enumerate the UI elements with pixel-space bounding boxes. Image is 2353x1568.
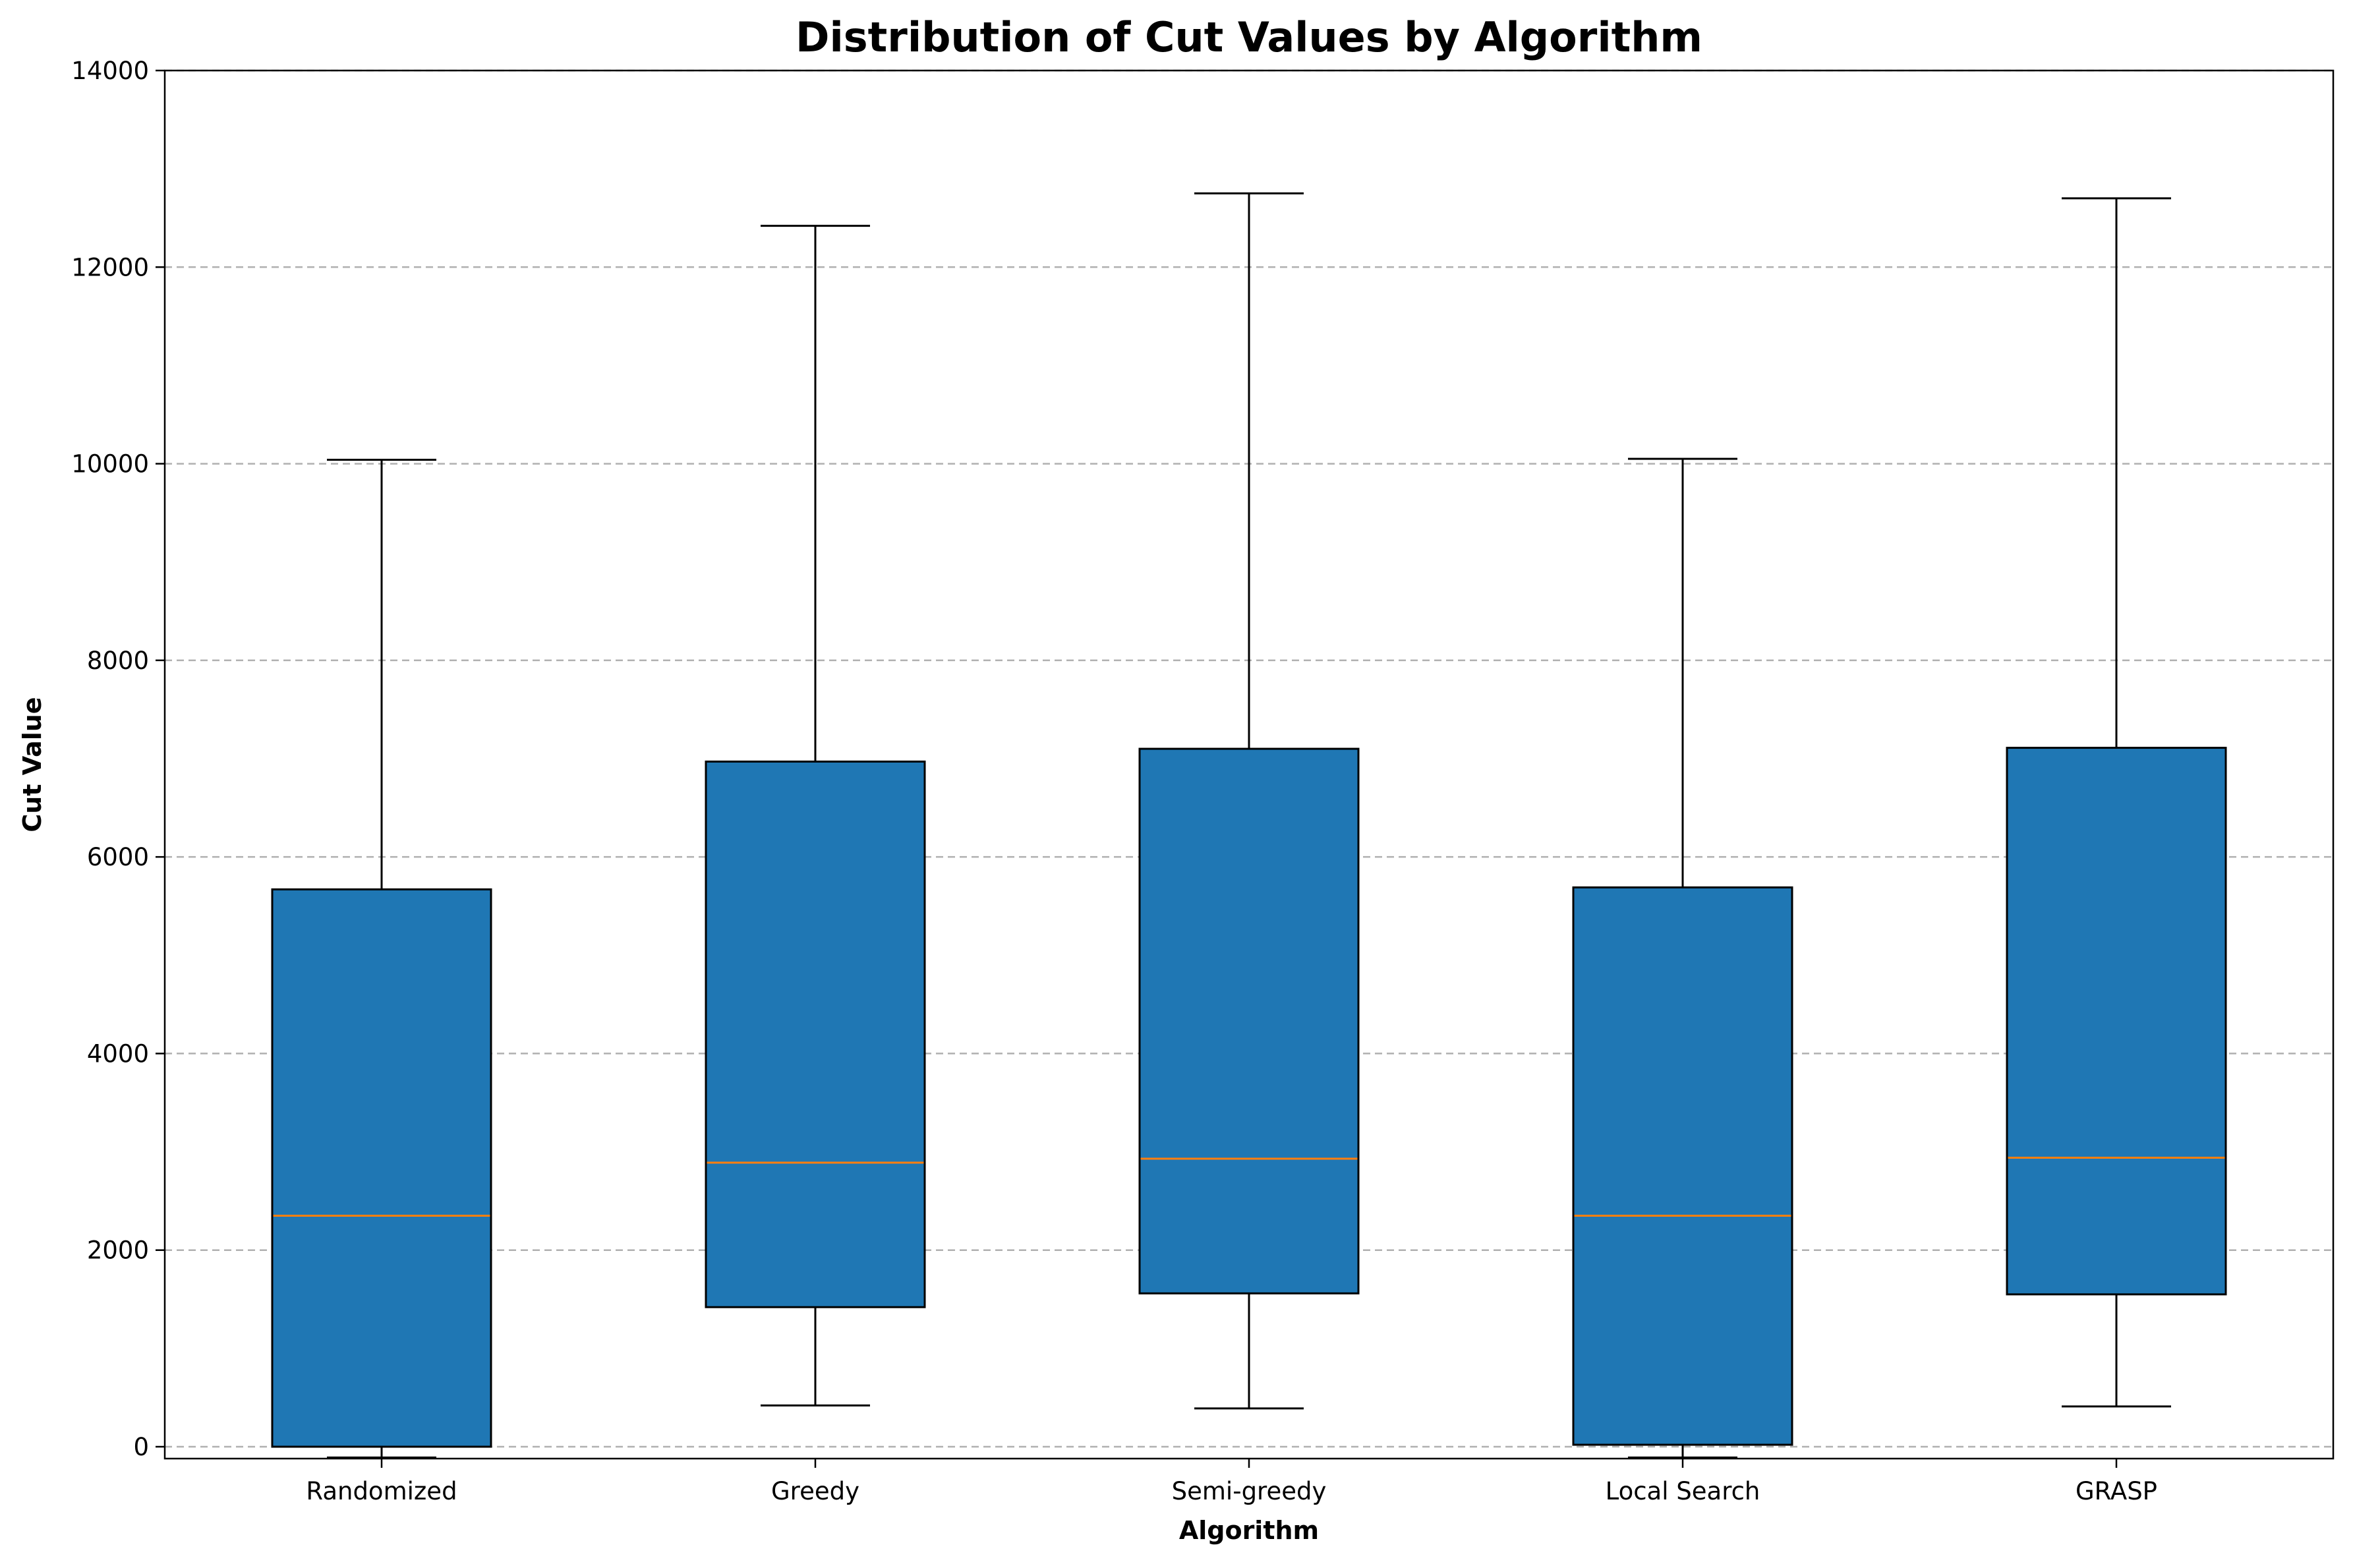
x-tick-label: Local Search: [1606, 1477, 1760, 1505]
y-tick-label: 2000: [87, 1236, 149, 1265]
y-tick-label: 6000: [87, 843, 149, 871]
box-group: [1572, 457, 1793, 1459]
iqr-box: [1572, 886, 1793, 1446]
x-tick-label: Greedy: [771, 1477, 859, 1505]
y-tick-label: 10000: [71, 450, 149, 479]
x-axis-label: Algorithm: [1179, 1516, 1319, 1545]
chart-title: Distribution of Cut Values by Algorithm: [796, 13, 1702, 61]
x-tick-label: Semi-greedy: [1172, 1477, 1327, 1505]
tick-layer: 0 2000 4000 6000 8000 10000 12000 14000 Randomiz…: [71, 57, 2157, 1505]
x-tick-label: GRASP: [2076, 1477, 2157, 1505]
y-axis-label: Cut Value: [18, 697, 47, 832]
y-tick-label: 0: [133, 1433, 149, 1461]
box-group: [705, 225, 926, 1407]
y-tick-label: 4000: [87, 1039, 149, 1068]
box-group: [1138, 192, 1360, 1410]
box-group: [2006, 197, 2227, 1408]
y-tick-label: 8000: [87, 647, 149, 675]
y-tick-label: 12000: [71, 253, 149, 281]
x-tick-label: Randomized: [306, 1477, 457, 1505]
iqr-box: [705, 760, 926, 1308]
y-tick-label: 14000: [71, 57, 149, 85]
iqr-box: [271, 888, 492, 1448]
iqr-box: [2006, 747, 2227, 1296]
box-layer: [271, 192, 2227, 1459]
box-group: [271, 459, 492, 1459]
iqr-box: [1138, 747, 1360, 1294]
